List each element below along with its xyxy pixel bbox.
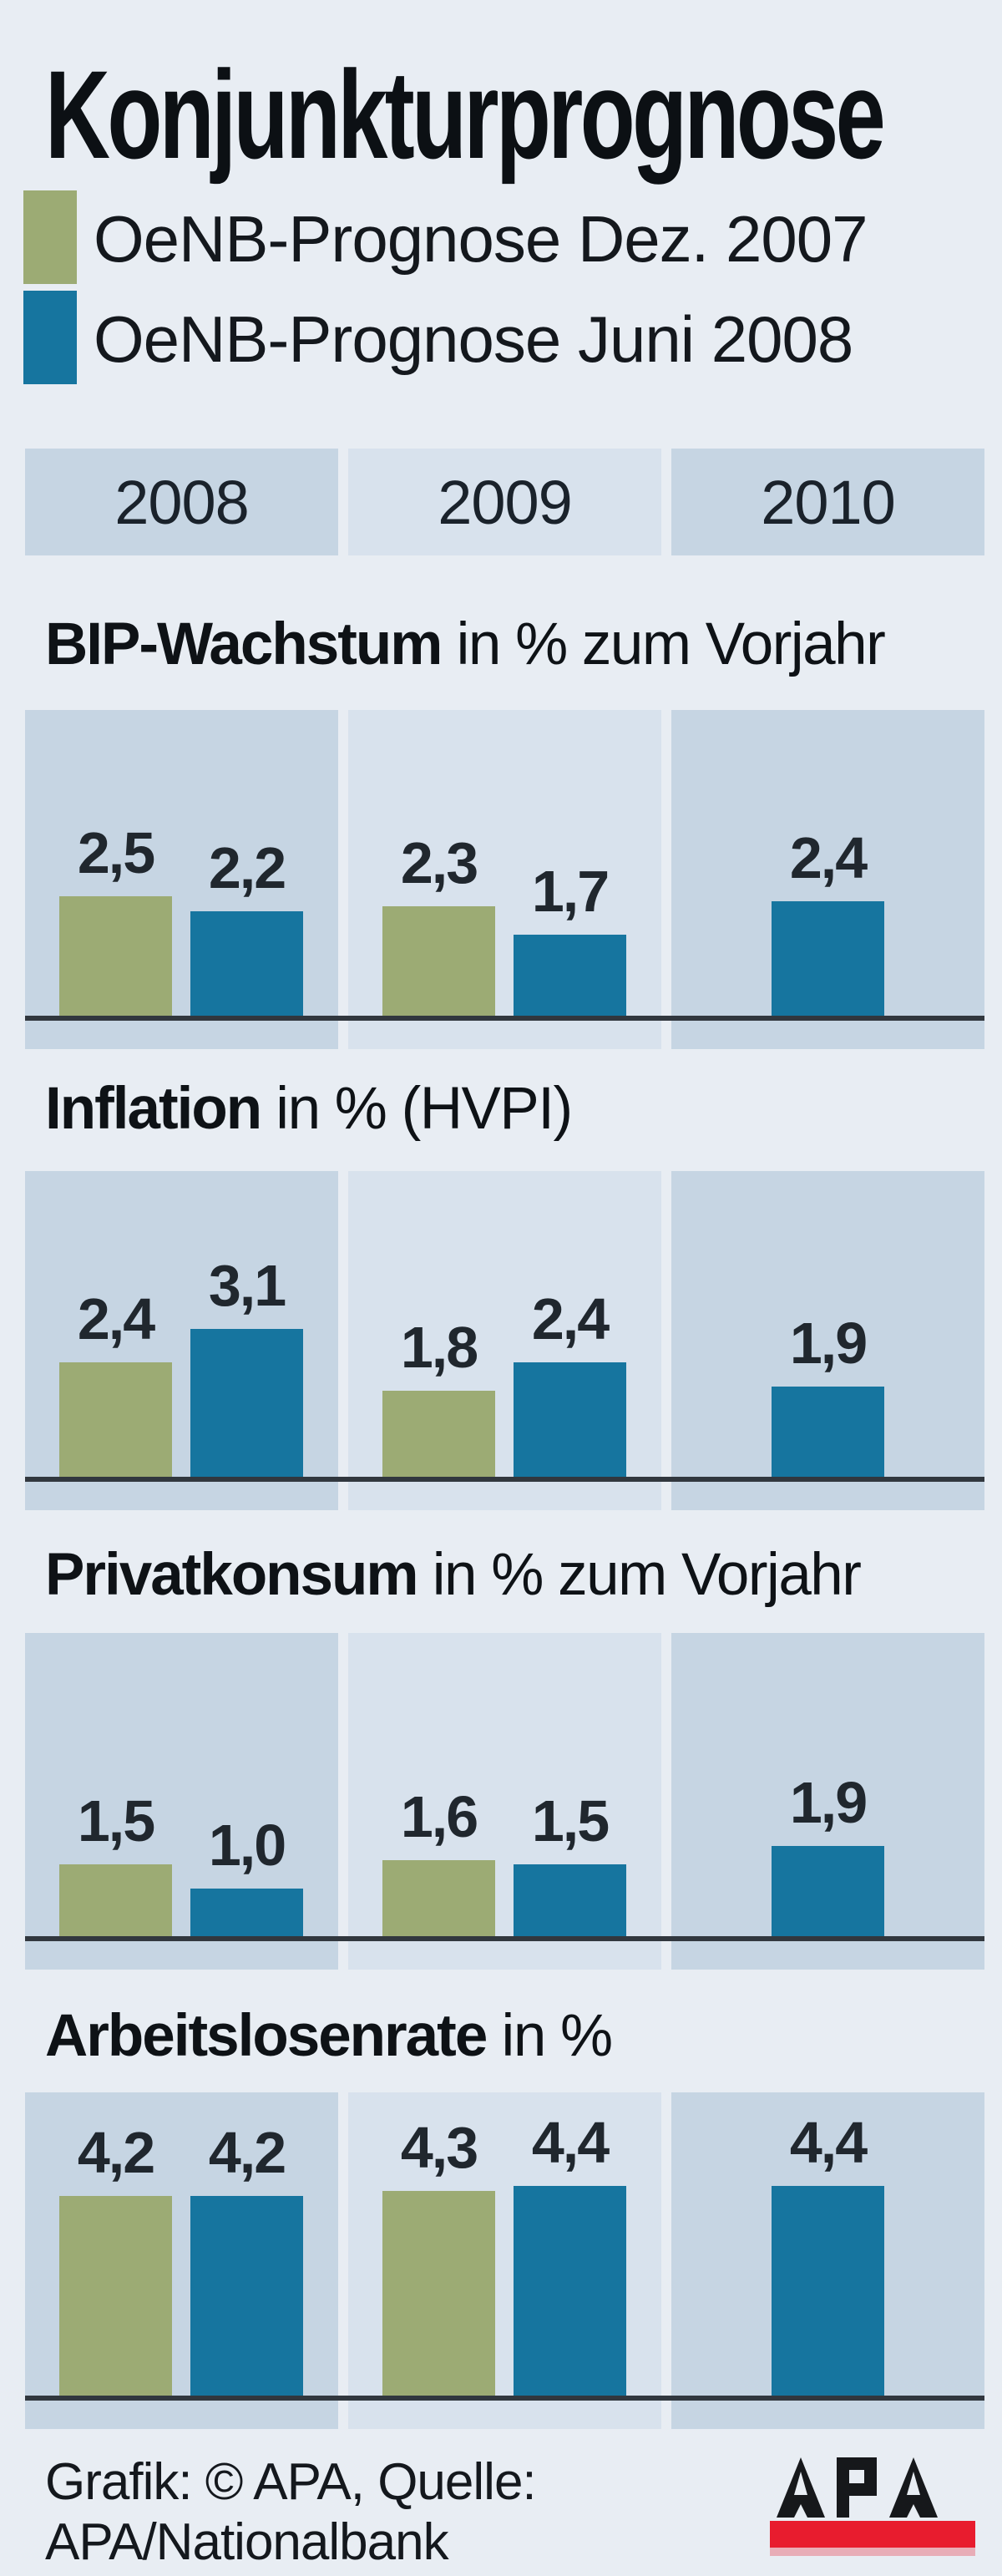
bar-value-juni2008-2010: 4,4 <box>789 2110 868 2175</box>
bar-value-juni2008-2008: 2,2 <box>208 835 286 900</box>
bar-juni2008-2008 <box>190 911 303 1016</box>
bar-value-juni2008-2008: 1,0 <box>208 1813 286 1878</box>
bar-juni2008-2010 <box>772 1846 884 1936</box>
bar-juni2008-2008 <box>190 2196 303 2396</box>
bar-value-dez2007-2009: 1,8 <box>400 1315 478 1380</box>
section-title-bold: Inflation <box>45 1076 262 1142</box>
bar-dez2007-2008 <box>59 1362 172 1477</box>
bar-value-juni2008-2010: 2,4 <box>789 825 868 890</box>
bar-dez2007-2009 <box>382 1391 495 1477</box>
section-title-bold: Privatkonsum <box>45 1542 419 1608</box>
bar-juni2008-2008 <box>190 1889 303 1936</box>
bar-value-juni2008-2009: 1,5 <box>531 1788 610 1853</box>
section-title-bold: Arbeitslosenrate <box>45 2003 488 2069</box>
section-title-bold: BIP-Wachstum <box>45 611 443 677</box>
chart-panel-privatkonsum: 1,5 1,0 1,6 1,5 1,9 <box>25 1633 984 1970</box>
chart-baseline <box>25 1477 984 1482</box>
section-title-arbeitslosenrate: Arbeitslosenrate in % <box>45 2003 613 2069</box>
chart-baseline <box>25 2396 984 2401</box>
bar-juni2008-2008 <box>190 1329 303 1477</box>
apa-logo <box>770 2454 979 2568</box>
credit-line-2: APA/Nationalbank <box>45 2513 449 2571</box>
logo-letter-a2 <box>889 2457 938 2518</box>
logo-letter-a <box>777 2457 825 2518</box>
bar-value-juni2008-2010: 1,9 <box>789 1770 868 1835</box>
apa-logo-graphic <box>770 2457 975 2556</box>
bar-dez2007-2008 <box>59 1864 172 1936</box>
legend-item-juni-2008: OeNB-Prognose Juni 2008 <box>23 291 984 384</box>
bar-juni2008-2009 <box>514 2186 626 2396</box>
bar-juni2008-2009 <box>514 1864 626 1936</box>
chart-baseline <box>25 1016 984 1021</box>
bar-dez2007-2008 <box>59 2196 172 2396</box>
bar-value-juni2008-2009: 4,4 <box>531 2110 610 2175</box>
bar-value-juni2008-2009: 1,7 <box>531 859 610 924</box>
year-header-2010: 2010 <box>671 449 984 555</box>
bar-value-juni2008-2008: 3,1 <box>208 1253 286 1318</box>
bar-value-dez2007-2009: 2,3 <box>400 830 478 895</box>
bar-dez2007-2009 <box>382 2191 495 2396</box>
legend-swatch-olive <box>23 190 77 284</box>
legend-label: OeNB-Prognose Dez. 2007 <box>94 202 868 276</box>
credit-line-1: Grafik: © APA, Quelle: <box>45 2453 537 2511</box>
bar-value-dez2007-2009: 1,6 <box>400 1784 478 1849</box>
bar-juni2008-2010 <box>772 2186 884 2396</box>
bar-juni2008-2010 <box>772 901 884 1016</box>
bar-value-dez2007-2009: 4,3 <box>400 2115 478 2180</box>
year-header-2008: 2008 <box>25 449 338 555</box>
legend-swatch-teal <box>23 291 77 384</box>
bar-juni2008-2009 <box>514 935 626 1016</box>
bar-value-dez2007-2008: 2,4 <box>77 1286 155 1351</box>
bar-dez2007-2009 <box>382 906 495 1016</box>
bar-value-dez2007-2008: 2,5 <box>77 820 155 885</box>
bar-value-juni2008-2008: 4,2 <box>208 2120 286 2185</box>
chart-panel-arbeitslosenrate: 4,2 4,2 4,3 4,4 4,4 <box>25 2092 984 2429</box>
bar-value-dez2007-2008: 1,5 <box>77 1788 155 1853</box>
page-title: Konjunkturprognose <box>45 44 886 185</box>
bar-value-dez2007-2008: 4,2 <box>77 2120 155 2185</box>
bar-dez2007-2008 <box>59 896 172 1016</box>
credit-text: Grafik: © APA, Quelle: APA/Nationalbank <box>45 2452 537 2573</box>
legend-label: OeNB-Prognose Juni 2008 <box>94 302 853 376</box>
chart-baseline <box>25 1936 984 1941</box>
bar-value-juni2008-2009: 2,4 <box>531 1286 610 1351</box>
bar-value-juni2008-2010: 1,9 <box>789 1311 868 1376</box>
chart-panel-bip-wachstum: 2,5 2,2 2,3 1,7 2,4 <box>25 710 984 1049</box>
bar-juni2008-2009 <box>514 1362 626 1477</box>
chart-panel-inflation: 2,4 3,1 1,8 2,4 1,9 <box>25 1171 984 1510</box>
bar-dez2007-2009 <box>382 1860 495 1936</box>
year-header-2009: 2009 <box>348 449 661 555</box>
section-title-privatkonsum: Privatkonsum in % zum Vorjahr <box>45 1542 862 1608</box>
legend-item-dez-2007: OeNB-Prognose Dez. 2007 <box>23 190 984 284</box>
section-title-bip-wachstum: BIP-Wachstum in % zum Vorjahr <box>45 611 886 677</box>
section-title-inflation: Inflation in % (HVPI) <box>45 1076 573 1142</box>
bar-juni2008-2010 <box>772 1387 884 1477</box>
logo-letter-p <box>837 2457 877 2518</box>
